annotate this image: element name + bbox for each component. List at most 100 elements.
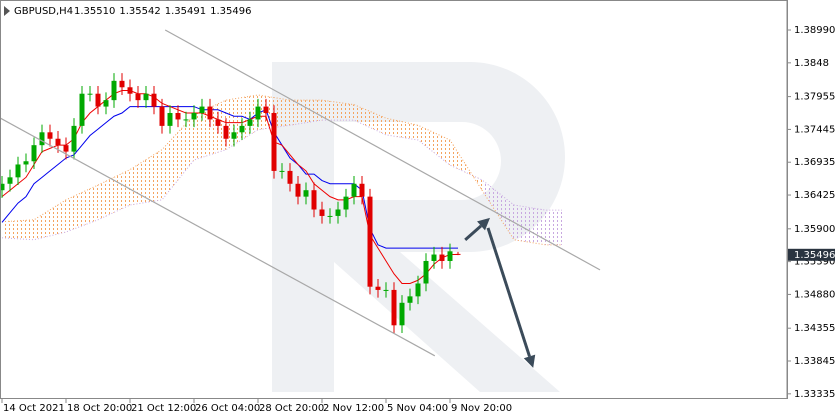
candle-body <box>239 125 245 133</box>
arrow-head <box>477 217 490 231</box>
candle-body <box>159 106 165 126</box>
y-tick-label: 1.33845 <box>794 356 835 367</box>
candle-body <box>367 196 373 287</box>
candle-body <box>151 93 157 107</box>
candle-body <box>47 132 53 139</box>
candle-body <box>407 296 413 303</box>
candle-body <box>351 183 357 197</box>
candle-body <box>0 183 5 191</box>
candle-body <box>287 170 293 184</box>
candle-body <box>127 87 133 94</box>
cloud-segment <box>514 205 546 245</box>
last-price-label: 1.35496 <box>794 250 835 261</box>
y-tick-label: 1.37445 <box>794 124 835 135</box>
candle-body <box>7 177 13 184</box>
x-tick-label: 26 Oct 04:00 <box>195 403 260 414</box>
candle-body <box>167 113 173 126</box>
x-tick-label: 9 Nov 20:00 <box>451 403 512 414</box>
y-tick-label: 1.36935 <box>794 157 835 168</box>
candle-body <box>375 286 381 290</box>
candle-body <box>439 254 445 261</box>
candle-body <box>63 145 69 152</box>
header-value: 1.35542 <box>119 6 160 17</box>
candle-body <box>71 125 77 152</box>
candle-body <box>231 132 237 139</box>
y-tick-label: 1.34355 <box>794 323 835 334</box>
candle-body <box>279 170 285 172</box>
candle-body <box>207 106 213 120</box>
cloud-segment <box>34 199 66 240</box>
candle-body <box>31 145 37 162</box>
candle-body <box>311 190 317 210</box>
candle-body <box>191 113 197 120</box>
candle-body <box>119 80 125 88</box>
cloud-segment <box>130 149 162 206</box>
candle-body <box>343 196 349 210</box>
arrow-shaft <box>464 224 483 241</box>
cloud-segment <box>2 219 34 240</box>
candle-body <box>383 289 389 291</box>
cloud-segment <box>162 114 194 200</box>
candle-body <box>335 209 341 216</box>
header-value: 1.35510 <box>74 6 115 17</box>
cloud-segment <box>354 104 386 135</box>
x-tick-label: 28 Oct 20:00 <box>259 403 324 414</box>
x-tick-label: 18 Oct 20:00 <box>67 403 132 414</box>
x-tick-label: 2 Nov 12:00 <box>323 403 384 414</box>
arrow-head <box>523 354 536 368</box>
candle-body <box>415 283 421 297</box>
candle-body <box>431 254 437 261</box>
y-tick-label: 1.37955 <box>794 92 835 103</box>
candle-body <box>319 209 325 216</box>
x-tick-label: 5 Nov 04:00 <box>387 403 448 414</box>
candle-body <box>199 106 205 114</box>
x-tick-label: 21 Oct 12:00 <box>131 403 196 414</box>
header-icon <box>4 6 10 16</box>
candle-body <box>223 125 229 139</box>
candle-body <box>95 93 101 107</box>
candle-body <box>103 100 109 107</box>
y-tick-label: 1.33335 <box>794 389 835 400</box>
channel-line <box>164 29 601 271</box>
cloud-segment <box>290 100 322 126</box>
indicator-line <box>1 89 458 284</box>
cloud-segment <box>482 179 514 240</box>
cloud-segment <box>98 169 130 220</box>
x-tick-label: 14 Oct 2021 <box>3 403 65 414</box>
y-tick-label: 1.3848 <box>794 58 829 69</box>
candle-body <box>215 119 221 126</box>
y-tick-label: 1.35900 <box>794 224 835 235</box>
cloud-segment <box>418 125 450 166</box>
candle-body <box>303 190 309 197</box>
y-tick-label: 1.36425 <box>794 190 835 201</box>
cloud-edge <box>1 119 562 241</box>
y-tick-label: 1.35390 <box>794 257 835 268</box>
candle-body <box>247 119 253 126</box>
candle-body <box>15 164 21 178</box>
candle-body <box>79 93 85 126</box>
candle-body <box>359 183 365 197</box>
candle-body <box>135 93 141 101</box>
axis-panel <box>787 0 839 416</box>
y-tick-label: 1.34880 <box>794 289 835 300</box>
candle-body <box>23 161 29 165</box>
symbol: GBPUSD,H4 <box>14 6 73 17</box>
candle-body <box>183 119 189 121</box>
header: GBPUSD,H4 1.35510 1.35542 1.35491 1.35496 <box>4 6 251 17</box>
cloud-segment <box>66 185 98 233</box>
cloud-edge <box>1 94 562 246</box>
cloud-segment <box>322 100 354 121</box>
candle-body <box>327 215 333 217</box>
last-price-box <box>788 248 835 261</box>
cloud-segment <box>546 210 562 245</box>
candle-body <box>55 138 61 146</box>
arrow-shaft <box>486 227 531 357</box>
candle-body <box>295 183 301 197</box>
indicator-line <box>1 106 458 249</box>
candle-body <box>391 289 397 326</box>
candle-body <box>271 113 277 171</box>
candle-body <box>447 251 453 261</box>
candle-body <box>399 302 405 326</box>
candle-body <box>143 93 149 101</box>
